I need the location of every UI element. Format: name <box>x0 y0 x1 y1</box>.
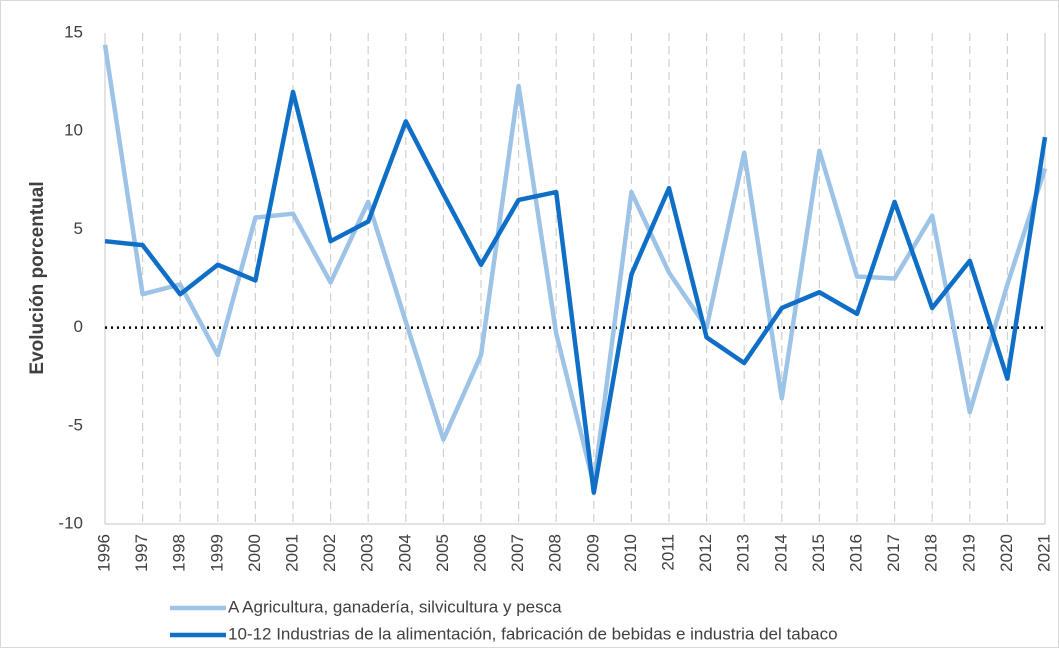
x-tick-label: 2000 <box>245 534 264 572</box>
x-tick-label: 2008 <box>546 534 565 572</box>
x-tick-label: 2001 <box>282 534 301 572</box>
x-tick-label: 2009 <box>583 534 602 572</box>
y-tick-label: -10 <box>58 513 83 532</box>
x-tick-label: 2018 <box>922 534 941 572</box>
data-line <box>104 89 1048 495</box>
x-tick-label: 2014 <box>771 534 790 572</box>
legend-label: A Agricultura, ganadería, silvicultura y… <box>228 597 562 616</box>
x-tick-label: 1998 <box>170 534 189 572</box>
x-tick-label: 1996 <box>94 534 113 572</box>
x-tick-label: 2006 <box>470 534 489 572</box>
data-line <box>102 44 1048 487</box>
y-tick-label: 0 <box>74 317 83 336</box>
x-tick-label: 2016 <box>846 534 865 572</box>
y-tick-label: 15 <box>64 22 83 41</box>
x-tick-label: 2012 <box>696 534 715 572</box>
x-tick-label: 2013 <box>734 534 753 572</box>
y-tick-label: 5 <box>74 219 83 238</box>
y-axis-label: Evolución porcentual <box>27 181 48 374</box>
x-tick-label: 2019 <box>959 534 978 572</box>
x-tick-label: 2015 <box>809 534 828 572</box>
x-tick-label: 2020 <box>997 534 1016 572</box>
x-tick-label: 2017 <box>884 534 903 572</box>
x-tick-label: 2010 <box>621 534 640 572</box>
x-tick-label: 2004 <box>395 534 414 572</box>
x-tick-label: 2002 <box>320 534 339 572</box>
x-tick-label: 2005 <box>433 534 452 572</box>
x-tick-label: 2011 <box>658 534 677 571</box>
x-tick-label: 2007 <box>508 534 527 572</box>
x-tick-label: 2003 <box>358 534 377 572</box>
y-tick-label: 10 <box>64 121 83 140</box>
x-tick-label: 1999 <box>207 534 226 572</box>
legend-label: 10-12 Industrias de la alimentación, fab… <box>228 624 838 643</box>
x-tick-label: 1997 <box>132 534 151 572</box>
y-tick-label: -5 <box>68 415 83 434</box>
x-tick-label: 2021 <box>1034 534 1053 572</box>
